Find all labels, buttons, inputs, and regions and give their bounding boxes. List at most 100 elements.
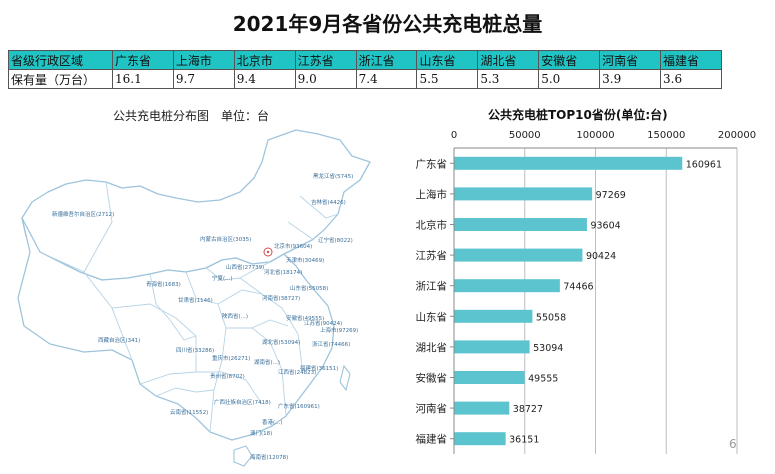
table-row-label: 保有量（万台） [8, 69, 113, 89]
table-header-row: 省级行政区域 广东省 上海市 北京市 江苏省 浙江省 山东省 湖北省 安徽省 河… [8, 50, 722, 70]
map-label: 山东省(55058) [290, 284, 328, 292]
province-data-table: 省级行政区域 广东省 上海市 北京市 江苏省 浙江省 山东省 湖北省 安徽省 河… [8, 50, 722, 89]
table-header-cell: 广东省 [112, 50, 174, 70]
map-label: 安徽省(49555) [286, 314, 324, 322]
category-label: 安徽省 [416, 372, 448, 385]
x-tick-label: 100000 [576, 130, 614, 141]
table-header-cell: 福建省 [660, 50, 722, 70]
map-label: 河南省(38727) [262, 294, 300, 302]
map-label: 福建省(36151) [300, 364, 338, 372]
map-label: 新疆维吾尔自治区(2712) [52, 210, 114, 218]
bar [454, 401, 510, 415]
map-label: 天津市(30469) [286, 256, 324, 264]
table-header-cell: 河南省 [599, 50, 662, 70]
table-header-cell: 上海市 [172, 50, 235, 70]
category-label: 河南省 [416, 402, 448, 415]
china-map: 黑龙江省(5745) 吉林省(4426) 辽宁省(8022) 新疆维吾尔自治区(… [0, 122, 400, 474]
map-label: 广西壮族自治区(7418) [214, 398, 271, 406]
bar [454, 248, 583, 262]
x-tick-label: 50000 [509, 130, 541, 141]
map-label: 黑龙江省(5745) [313, 172, 353, 180]
data-label: 49555 [528, 374, 558, 385]
table-value-cell: 5.5 [416, 69, 479, 89]
map-title: 公共充电桩分布图 单位：台 [113, 109, 270, 123]
table-value-cell: 7.4 [355, 69, 418, 89]
table-value-cell: 16.1 [112, 69, 174, 89]
table-header-cell: 安徽省 [538, 50, 601, 70]
map-label: 甘肃省(1146) [178, 296, 213, 304]
x-tick-label: 150000 [647, 130, 685, 141]
map-label: 湖北省(53094) [262, 338, 300, 346]
table-header-cell: 浙江省 [355, 50, 418, 70]
category-label: 浙江省 [416, 280, 448, 293]
table-value-cell: 5.0 [538, 69, 601, 89]
map-label: 湖南省(...) [254, 358, 280, 366]
bar [454, 279, 560, 293]
map-label: 澳门(18) [250, 429, 272, 437]
category-label: 福建省 [416, 433, 448, 446]
map-label: 陕西省(...) [222, 312, 248, 320]
bar-chart-svg: 0 50000 100000 150000 200000 广东省 160961 上海市 9726… [416, 130, 756, 454]
data-label: 160961 [686, 159, 722, 170]
map-label: 浙江省(74466) [312, 340, 350, 348]
map-label: 云南省(11552) [170, 408, 208, 416]
page-title: 2021年9月各省份公共充电桩总量 [232, 12, 543, 36]
data-label: 74466 [563, 282, 593, 293]
map-label: 江苏省(90424) [304, 319, 342, 327]
bar [454, 156, 683, 170]
table-value-cell: 5.3 [477, 69, 540, 89]
map-label: 香港(...) [262, 418, 283, 426]
table-header-cell: 湖北省 [477, 50, 540, 70]
category-label: 上海市 [416, 188, 448, 201]
category-label: 湖北省 [416, 341, 448, 354]
map-label: 四川省(33286) [176, 346, 214, 354]
table-value-cell: 3.6 [660, 69, 722, 89]
map-label: 重庆市(26271) [212, 354, 250, 362]
data-label: 93604 [590, 221, 620, 232]
data-label: 53094 [533, 343, 563, 354]
map-label: 广东省(160961) [278, 402, 320, 410]
data-label: 55058 [536, 312, 566, 323]
table-value-row: 保有量（万台） 16.1 9.7 9.4 9.0 7.4 5.5 5.3 5.0… [8, 69, 722, 89]
bar [454, 371, 525, 384]
map-label: 贵州省(8702) [210, 372, 245, 380]
page-number: 6 [729, 437, 737, 451]
map-label: 吉林省(4426) [311, 198, 346, 206]
table-value-cell: 3.9 [599, 69, 662, 89]
map-label: 北京市(93604) [274, 242, 312, 250]
data-label: 38727 [513, 404, 543, 415]
table-header-label: 省级行政区域 [8, 50, 113, 70]
table-value-cell: 9.7 [172, 69, 235, 89]
bar [454, 340, 530, 354]
bar [454, 218, 587, 231]
map-label: 山西省(27739) [226, 263, 264, 271]
table-value-cell: 9.4 [233, 69, 296, 89]
map-label: 西藏自治区(341) [98, 336, 140, 344]
map-label: 辽宁省(8022) [318, 236, 353, 244]
category-label: 北京市 [416, 219, 448, 232]
category-label: 山东省 [416, 310, 448, 323]
table-header-cell: 江苏省 [294, 50, 357, 70]
map-region-labels: 黑龙江省(5745) 吉林省(4426) 辽宁省(8022) 新疆维吾尔自治区(… [52, 172, 358, 461]
x-tick-label: 200000 [718, 130, 756, 141]
data-label: 97269 [596, 190, 626, 201]
map-label: 海南省(12078) [250, 453, 288, 461]
top10-bar-chart: 0 50000 100000 150000 200000 广东省 160961 上海市 9726… [398, 124, 775, 474]
map-label: 青海省(1683) [146, 280, 181, 288]
map-label: 河北省(18174) [264, 268, 302, 276]
x-tick-label: 0 [451, 130, 457, 141]
bar [454, 432, 506, 446]
table-header-cell: 北京市 [233, 50, 296, 70]
map-label: 江西省(24823) [278, 368, 316, 376]
table-value-cell: 9.0 [294, 69, 357, 89]
table-header-cell: 山东省 [416, 50, 479, 70]
chart-title: 公共充电桩TOP10省份(单位:台) [488, 108, 668, 122]
map-label: 内蒙古自治区(3035) [200, 235, 251, 243]
data-label: 90424 [586, 251, 616, 262]
bar [454, 309, 533, 323]
category-label: 江苏省 [416, 249, 448, 262]
data-label: 36151 [509, 435, 539, 446]
map-label: 上海市(97269) [320, 326, 358, 334]
category-label: 广东省 [416, 157, 448, 170]
map-label: 宁夏(...) [212, 274, 233, 282]
